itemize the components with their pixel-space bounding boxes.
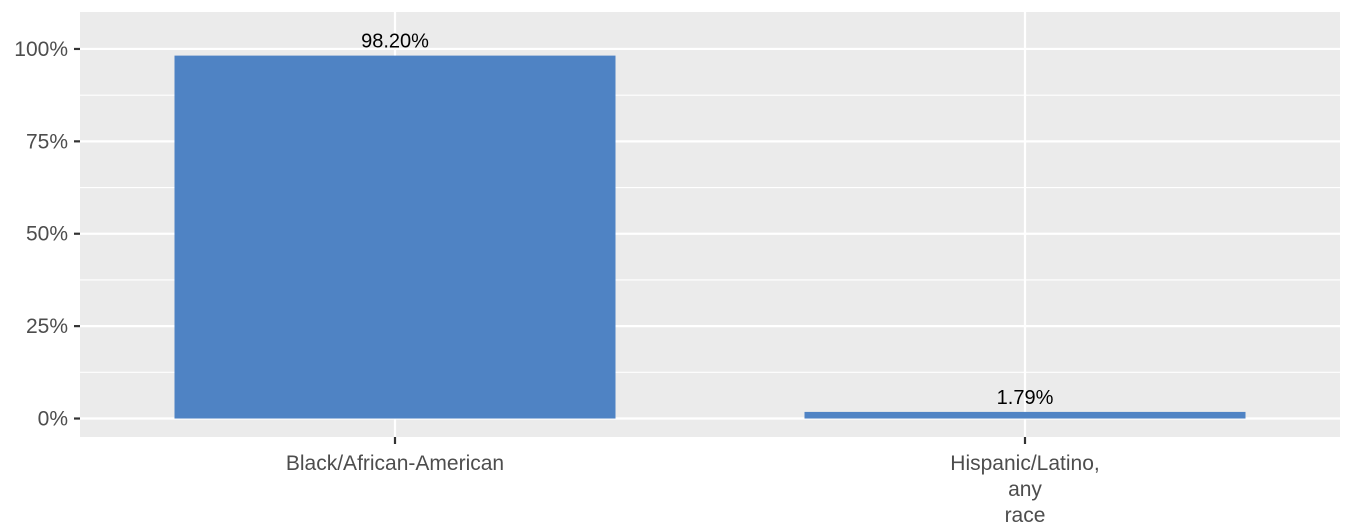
bar (174, 55, 616, 419)
x-tick-label: Hispanic/Latino, any race (950, 452, 1099, 527)
x-tick-label-line: Hispanic/Latino, (950, 452, 1099, 475)
y-tick-label: 25% (26, 315, 68, 338)
y-axis: 0% 25% 50% 75% 100% (14, 38, 80, 431)
y-tick-label: 75% (26, 130, 68, 153)
data-labels: 98.20% 1.79% (361, 31, 1053, 409)
bars (174, 55, 1246, 419)
y-tick-label: 0% (38, 408, 68, 431)
y-tick-label: 100% (14, 38, 68, 61)
x-tick-label-line: race (1005, 504, 1046, 527)
x-tick-label: Black/African-American (286, 452, 504, 475)
data-label: 98.20% (361, 31, 429, 53)
bar (804, 411, 1246, 419)
x-tick-label-line: any (1008, 478, 1042, 501)
x-tick-label-line: Black/African-American (286, 452, 504, 475)
x-axis: Black/African-American Hispanic/Latino, an… (286, 437, 1100, 527)
data-label: 1.79% (997, 387, 1054, 409)
y-tick-label: 50% (26, 223, 68, 246)
